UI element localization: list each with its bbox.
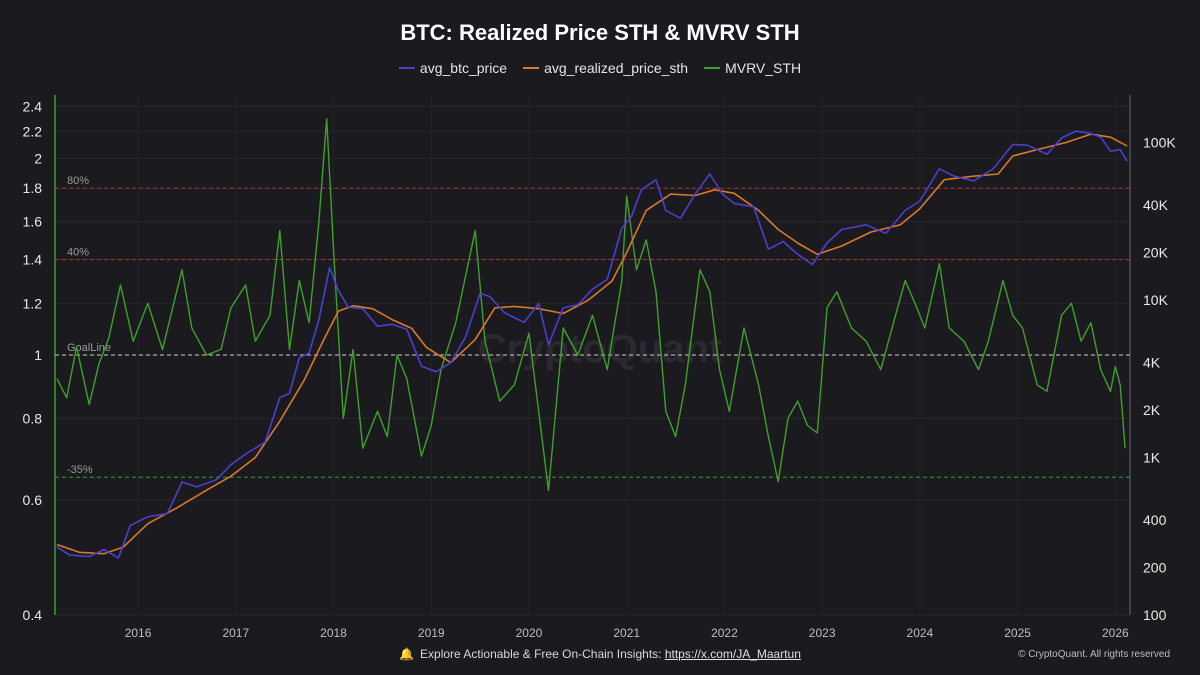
legend: avg_btc_price avg_realized_price_sth MVR… xyxy=(0,60,1200,76)
series-line-avg-btc-price xyxy=(56,130,1128,559)
left-tick-label-10: 0.4 xyxy=(23,607,43,623)
legend-swatch-btc-price xyxy=(398,67,415,69)
right-tick-label-2: 20K xyxy=(1143,245,1169,261)
series-line-avg-realized-price-sth xyxy=(56,133,1128,555)
left-tick-label-7: 1 xyxy=(34,347,42,363)
x-tick-label-2: 2018 xyxy=(320,626,347,640)
x-tick-label-10: 2026 xyxy=(1102,626,1129,640)
right-tick-label-0: 100K xyxy=(1143,134,1176,150)
footer: 🔔 Explore Actionable & Free On-Chain Insi… xyxy=(0,647,1200,661)
chart-title: BTC: Realized Price STH & MVRV STH xyxy=(400,20,800,45)
legend-item-realized-price[interactable]: avg_realized_price_sth xyxy=(523,60,688,76)
right-tick-label-4: 4K xyxy=(1143,355,1161,371)
left-tick-label-1: 2.2 xyxy=(23,123,43,139)
left-tick-label-3: 1.8 xyxy=(23,180,43,196)
right-tick-label-8: 200 xyxy=(1143,560,1167,576)
left-tick-label-9: 0.6 xyxy=(23,492,43,508)
x-tick-label-3: 2019 xyxy=(418,626,445,640)
left-tick-label-5: 1.4 xyxy=(23,252,43,268)
right-tick-label-7: 400 xyxy=(1143,512,1167,528)
x-tick-label-0: 2016 xyxy=(125,626,152,640)
bell-icon: 🔔 xyxy=(399,647,415,661)
left-tick-label-6: 1.2 xyxy=(23,295,43,311)
right-tick-label-6: 1K xyxy=(1143,449,1161,465)
legend-item-mvrv[interactable]: MVRV_STH xyxy=(704,60,801,76)
reference-label-0: 80% xyxy=(67,175,89,187)
x-tick-label-1: 2017 xyxy=(222,626,249,640)
x-tick-label-8: 2024 xyxy=(907,626,934,640)
right-tick-label-1: 40K xyxy=(1143,197,1169,213)
x-tick-label-5: 2021 xyxy=(613,626,640,640)
right-tick-label-9: 100 xyxy=(1143,607,1167,623)
footer-text: Explore Actionable & Free On-Chain Insig… xyxy=(420,647,662,661)
series-line-MVRV-STH xyxy=(56,118,1126,492)
watermark: CryptoQuant xyxy=(478,327,722,371)
legend-label-realized-price: avg_realized_price_sth xyxy=(544,60,689,76)
legend-label-btc-price: avg_btc_price xyxy=(419,60,508,76)
reference-label-1: 40% xyxy=(67,247,89,259)
left-tick-label-8: 0.8 xyxy=(23,410,43,426)
right-tick-label-5: 2K xyxy=(1143,402,1161,418)
legend-item-btc-price[interactable]: avg_btc_price xyxy=(398,60,508,76)
copyright: © CryptoQuant. All rights reserved xyxy=(1018,649,1170,660)
left-tick-label-4: 1.6 xyxy=(23,214,43,230)
legend-label-mvrv: MVRV_STH xyxy=(725,60,802,76)
x-tick-label-9: 2025 xyxy=(1004,626,1031,640)
reference-label-3: -35% xyxy=(67,464,93,476)
right-tick-label-3: 10K xyxy=(1143,292,1169,308)
x-tick-label-4: 2020 xyxy=(516,626,543,640)
legend-swatch-realized-price xyxy=(523,67,540,69)
left-tick-label-0: 2.4 xyxy=(23,99,43,115)
x-tick-label-7: 2023 xyxy=(809,626,836,640)
left-tick-label-2: 2 xyxy=(34,150,42,166)
x-tick-label-6: 2022 xyxy=(711,626,738,640)
footer-link[interactable]: https://x.com/JA_Maartun xyxy=(664,647,801,661)
legend-swatch-mvrv xyxy=(704,67,721,69)
